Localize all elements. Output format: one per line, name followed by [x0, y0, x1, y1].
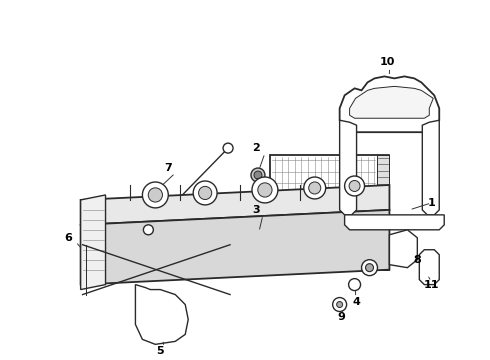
Circle shape	[223, 143, 233, 153]
Circle shape	[337, 302, 343, 307]
Polygon shape	[344, 215, 444, 230]
Text: 3: 3	[252, 205, 260, 215]
Polygon shape	[81, 185, 390, 225]
Text: 5: 5	[156, 346, 164, 356]
Text: 1: 1	[427, 198, 435, 208]
Polygon shape	[270, 155, 390, 270]
Circle shape	[344, 176, 365, 196]
Polygon shape	[81, 195, 105, 289]
Circle shape	[148, 188, 163, 202]
Circle shape	[143, 182, 168, 208]
Polygon shape	[349, 86, 433, 118]
Text: 2: 2	[252, 143, 260, 153]
Text: 8: 8	[414, 255, 421, 265]
Polygon shape	[340, 120, 357, 215]
Text: 7: 7	[165, 163, 172, 173]
Polygon shape	[422, 120, 439, 215]
Circle shape	[144, 225, 153, 235]
Polygon shape	[419, 250, 439, 285]
Circle shape	[333, 298, 346, 311]
Circle shape	[349, 180, 360, 192]
Text: 9: 9	[338, 312, 345, 323]
Circle shape	[254, 171, 262, 179]
Polygon shape	[377, 155, 390, 270]
Text: 4: 4	[353, 297, 361, 306]
Polygon shape	[340, 76, 439, 132]
Circle shape	[198, 186, 212, 199]
Circle shape	[252, 177, 278, 203]
Circle shape	[251, 168, 265, 182]
Circle shape	[258, 183, 272, 197]
Polygon shape	[390, 230, 417, 268]
Circle shape	[366, 264, 373, 272]
Polygon shape	[81, 210, 390, 285]
Circle shape	[362, 260, 377, 276]
Circle shape	[193, 181, 217, 205]
Text: 11: 11	[423, 280, 439, 289]
Polygon shape	[245, 235, 270, 258]
Circle shape	[348, 279, 361, 291]
Circle shape	[309, 182, 321, 194]
Text: 6: 6	[65, 233, 73, 243]
Text: 10: 10	[380, 58, 395, 67]
Circle shape	[304, 177, 326, 199]
Polygon shape	[135, 285, 188, 345]
